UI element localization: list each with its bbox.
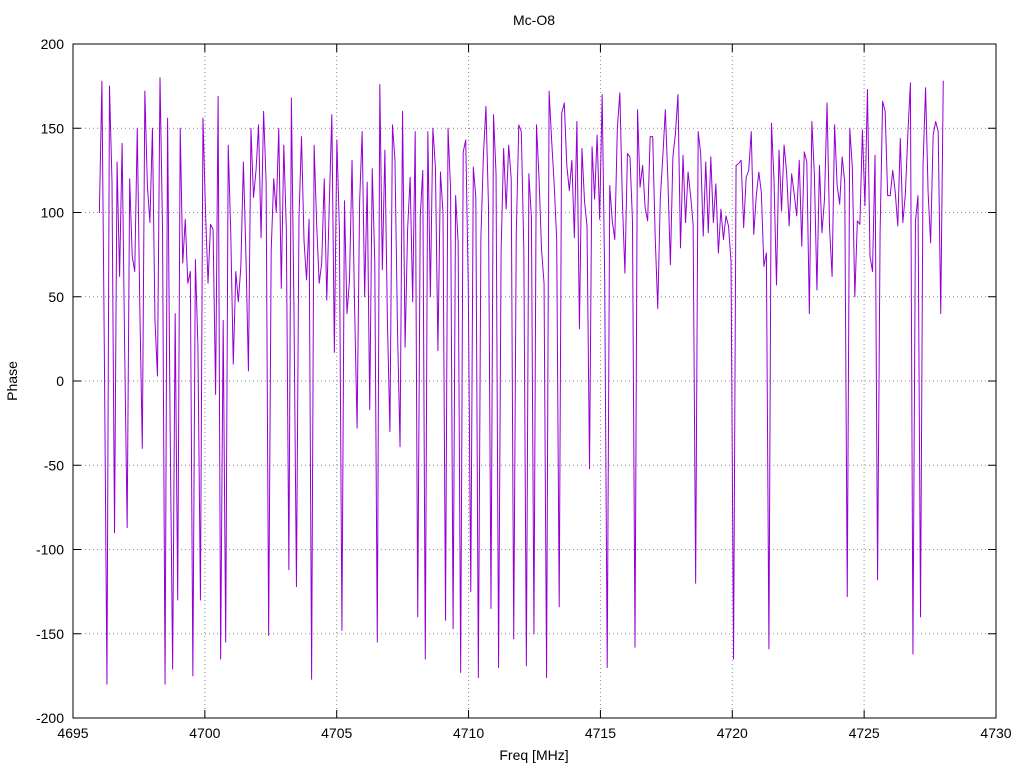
x-tick-label: 4710 bbox=[453, 725, 484, 741]
phase-series-line bbox=[98, 77, 944, 685]
y-tick-label: -200 bbox=[36, 710, 64, 726]
y-tick-label: 50 bbox=[48, 289, 64, 305]
x-tick-label: 4725 bbox=[849, 725, 880, 741]
y-tick-label: -50 bbox=[44, 457, 64, 473]
x-tick-label: 4730 bbox=[980, 725, 1011, 741]
y-tick-label: -100 bbox=[36, 542, 64, 558]
x-tick-label: 4720 bbox=[717, 725, 748, 741]
x-axis-label: Freq [MHz] bbox=[499, 747, 568, 763]
y-tick-label: 100 bbox=[41, 205, 65, 221]
x-tick-label: 4715 bbox=[585, 725, 616, 741]
y-tick-label: 0 bbox=[56, 373, 64, 389]
x-tick-label: 4700 bbox=[189, 725, 220, 741]
y-tick-label: 150 bbox=[41, 120, 65, 136]
chart-title: Mc-O8 bbox=[513, 12, 555, 28]
y-tick-label: -150 bbox=[36, 626, 64, 642]
y-axis-label: Phase bbox=[4, 361, 20, 401]
x-tick-label: 4695 bbox=[57, 725, 88, 741]
tick-labels: 4695 4700 4705 4710 4715 4720 4725 4730 -200 -150… bbox=[36, 36, 1012, 741]
ticks bbox=[72, 43, 997, 719]
x-tick-label: 4705 bbox=[321, 725, 352, 741]
series-layer bbox=[98, 77, 944, 685]
y-tick-label: 200 bbox=[41, 36, 65, 52]
